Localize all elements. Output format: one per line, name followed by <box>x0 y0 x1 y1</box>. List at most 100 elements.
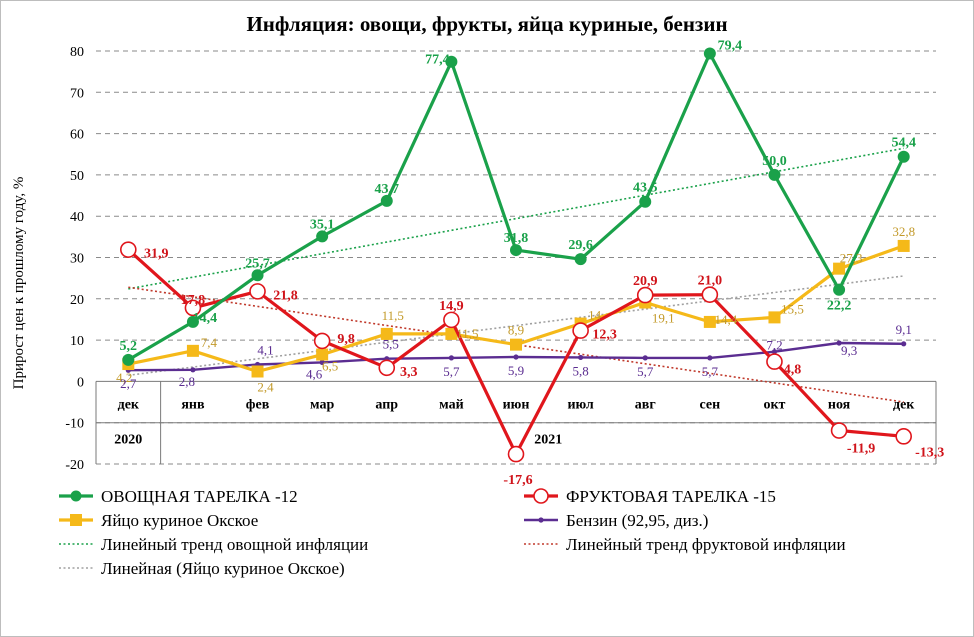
veg-point <box>380 194 393 207</box>
y-tick-label: 30 <box>70 252 84 267</box>
egg-point <box>380 327 393 340</box>
data-label-fruit: 3,3 <box>400 365 418 380</box>
data-label-veg: 22,2 <box>827 299 852 314</box>
data-label-gas: 9,3 <box>841 343 857 358</box>
legend-label: Бензин (92,95, диз.) <box>566 511 708 530</box>
data-label-egg: 14,4 <box>714 312 737 327</box>
gas-point <box>190 367 196 373</box>
data-label-veg: 35,1 <box>310 217 335 232</box>
x-tick-label: июл <box>567 397 593 412</box>
fruit-point <box>313 332 331 350</box>
series-layer <box>120 47 912 463</box>
legend-item-fruit: ФРУКТОВАЯ ТАРЕЛКА -15 <box>524 487 776 506</box>
data-label-gas: 7,2 <box>766 338 782 353</box>
gas-point <box>836 340 842 346</box>
data-label-egg: 6,5 <box>322 359 338 374</box>
data-label-egg: 8,9 <box>508 323 524 338</box>
egg-point <box>316 348 329 361</box>
x-tick-label: ноя <box>828 397 851 412</box>
legend-marker <box>70 514 82 526</box>
data-label-fruit: 9,8 <box>337 332 355 347</box>
gas-point <box>513 354 519 360</box>
legend-marker <box>70 490 82 502</box>
fruit-point <box>120 241 137 258</box>
x-tick-label: мар <box>310 397 334 412</box>
fruit-point <box>378 359 396 377</box>
data-label-veg: 25,7 <box>245 256 270 271</box>
legend-marker <box>538 517 544 523</box>
data-label-veg: 54,4 <box>891 136 916 151</box>
data-label-veg: 29,6 <box>568 238 593 253</box>
veg-point <box>316 230 329 243</box>
data-label-gas: 5,5 <box>383 337 399 352</box>
legend-label: ФРУКТОВАЯ ТАРЕЛКА -15 <box>566 487 776 506</box>
data-label-egg: 15,5 <box>781 301 804 316</box>
x-tick-label: май <box>439 397 464 412</box>
x-tick-label: дек <box>118 397 140 412</box>
x-tick-label: фев <box>246 397 270 412</box>
data-label-veg: 14,4 <box>193 311 218 326</box>
data-label-egg: 11,5 <box>456 326 478 341</box>
fruit-point <box>572 322 589 339</box>
egg-point <box>703 315 716 328</box>
data-label-egg: 7,4 <box>201 335 218 350</box>
y-tick-label: 50 <box>70 169 84 184</box>
data-label-fruit: -11,9 <box>847 442 875 457</box>
egg-point <box>833 262 846 275</box>
data-labels-layer: 5,2 14,4 25,7 35,1 43,7 77,4 31,8 29,6 43,5 79,4 5… <box>116 38 944 488</box>
fruit-point <box>830 422 848 439</box>
data-label-veg: 43,5 <box>633 181 658 196</box>
data-label-gas: 5,7 <box>637 364 654 379</box>
y-tick-label: 80 <box>70 45 84 60</box>
chart-title: Инфляция: овощи, фрукты, яйца куриные, б… <box>246 12 727 36</box>
year-label: 2020 <box>114 433 142 448</box>
gas-point <box>578 354 584 361</box>
fruit-point <box>895 428 912 445</box>
data-label-egg: 27,3 <box>840 251 863 266</box>
data-label-fruit: 17,8 <box>181 293 206 308</box>
veg-point <box>251 269 264 282</box>
x-tick-label: окт <box>763 397 785 412</box>
legend-item-fruit_trend: Линейный тренд фруктовой инфляции <box>524 535 846 554</box>
y-tick-label: -20 <box>65 458 84 473</box>
fruit-point <box>507 445 525 463</box>
x-tick-label: сен <box>700 397 721 412</box>
gas-point <box>448 355 454 361</box>
legend-item-gas: Бензин (92,95, диз.) <box>524 511 708 530</box>
y-tick-label: 0 <box>77 375 84 390</box>
egg-point <box>186 344 199 357</box>
legend-label: Линейный тренд фруктовой инфляции <box>566 535 846 554</box>
data-label-egg: 14 <box>588 308 602 323</box>
veg-point <box>703 47 716 60</box>
data-label-fruit: 12,3 <box>592 328 617 343</box>
data-label-egg: 2,4 <box>257 379 274 394</box>
y-tick-label: 60 <box>70 128 84 143</box>
data-label-egg: 4,2 <box>116 370 132 385</box>
year-label: 2021 <box>534 433 562 448</box>
x-tick-label: июн <box>503 397 530 412</box>
data-label-veg: 50,0 <box>762 154 787 169</box>
data-label-gas: 9,1 <box>896 322 912 337</box>
egg-point <box>251 365 264 378</box>
gas-point <box>707 355 713 361</box>
legend-item-egg: Яйцо куриное Окское <box>59 511 258 530</box>
data-label-veg: 43,7 <box>375 182 400 197</box>
y-axis-label: Прирост цен к прошлому году, % <box>11 177 27 390</box>
fruit-point <box>766 353 783 370</box>
veg-point <box>510 244 522 257</box>
veg-point <box>768 168 781 181</box>
data-label-egg: 32,8 <box>892 224 915 239</box>
data-label-fruit: 4,8 <box>784 363 802 378</box>
data-label-gas: 5,7 <box>443 364 460 379</box>
veg-point <box>639 195 652 208</box>
egg-point <box>768 311 781 324</box>
veg-point <box>833 283 846 296</box>
x-tick-label: дек <box>893 397 915 412</box>
data-label-egg: 11,5 <box>382 308 404 323</box>
data-label-fruit: -17,6 <box>503 473 532 488</box>
x-tick-label: янв <box>181 397 205 412</box>
series-line-fruit <box>127 248 904 456</box>
category-axis: дек янв фев мар апр май июн июл авг сен окт ноя дек 2… <box>95 380 937 464</box>
gas-point <box>642 355 648 361</box>
